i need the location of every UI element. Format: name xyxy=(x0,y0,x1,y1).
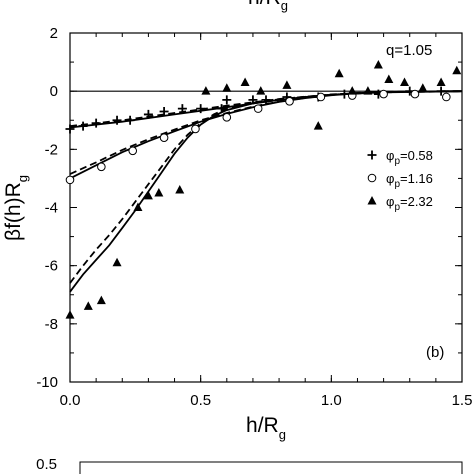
legend: φp=0.58 φp=1.16 φp=2.32 xyxy=(367,148,433,213)
point-phi-2-32 xyxy=(384,74,394,84)
point-phi-2-32 xyxy=(222,83,232,92)
point-phi-2-32 xyxy=(175,185,185,194)
point-phi-1-16 xyxy=(379,89,388,99)
point-phi-2-32 xyxy=(112,257,122,267)
point-phi-0-58 xyxy=(143,109,153,119)
point-phi-2-32 xyxy=(313,121,323,130)
lower-panel: 0.5 xyxy=(36,456,463,474)
model-curves xyxy=(69,90,463,293)
y-tick-label: 2 xyxy=(50,25,58,42)
dashed-model-curve xyxy=(69,90,463,175)
point-phi-2-32 xyxy=(133,202,143,211)
point-phi-2-32 xyxy=(96,295,106,305)
solid-model-curve xyxy=(69,90,463,293)
point-phi-0-58 xyxy=(78,121,88,131)
point-phi-2-32 xyxy=(418,83,428,92)
point-phi-2-32 xyxy=(240,77,250,86)
legend-marker-0 xyxy=(367,150,377,160)
point-phi-1-16 xyxy=(191,124,200,134)
point-phi-2-32 xyxy=(256,86,266,95)
y-tick-label: -2 xyxy=(45,141,58,158)
dashed-model-curve xyxy=(69,90,463,284)
q-annotation: q=1.05 xyxy=(386,42,432,59)
point-phi-0-58 xyxy=(261,95,271,105)
legend-marker-1 xyxy=(367,173,377,183)
point-phi-0-58 xyxy=(159,107,169,117)
legend-label-2: φp=2.32 xyxy=(386,194,433,213)
point-phi-0-58 xyxy=(248,95,258,105)
point-phi-1-16 xyxy=(128,146,138,156)
point-phi-0-58 xyxy=(177,104,187,114)
y-axis-label: βf(h)Rg xyxy=(2,175,30,241)
x-axis-label: h/Rg xyxy=(246,414,286,442)
x-tick-label: 0.0 xyxy=(60,392,81,409)
point-phi-2-32 xyxy=(452,65,462,75)
point-phi-0-58 xyxy=(436,86,446,96)
point-phi-1-16 xyxy=(285,97,294,106)
point-phi-0-58 xyxy=(65,124,75,134)
data-points xyxy=(65,59,462,319)
lower-panel-frame xyxy=(79,461,463,474)
point-phi-0-58 xyxy=(217,104,227,114)
point-phi-2-32 xyxy=(83,301,93,310)
point-phi-2-32 xyxy=(373,59,383,69)
point-phi-2-32 xyxy=(201,86,211,95)
point-phi-0-58 xyxy=(339,89,349,99)
point-phi-2-32 xyxy=(282,80,292,89)
y-tick-label: 0 xyxy=(50,83,58,100)
point-phi-1-16 xyxy=(97,162,106,172)
point-phi-1-16 xyxy=(65,175,75,185)
x-tick-label: 1.5 xyxy=(452,392,473,409)
x-tick-label: 1.0 xyxy=(321,392,342,409)
y-tick-label: -10 xyxy=(36,374,58,391)
y-tick-label: -6 xyxy=(45,258,58,275)
point-phi-1-16 xyxy=(159,133,169,142)
point-phi-2-32 xyxy=(154,187,164,197)
top-panel-axis-label: h/Rg xyxy=(248,0,288,13)
y-tick-label: -8 xyxy=(45,316,58,333)
point-phi-1-16 xyxy=(442,92,451,102)
point-phi-2-32 xyxy=(400,77,410,86)
x-tick-labels: 0.0 0.5 1.0 1.5 xyxy=(60,392,473,409)
point-phi-2-32 xyxy=(363,86,373,95)
legend-label-1: φp=1.16 xyxy=(386,171,433,190)
panel-label: (b) xyxy=(426,344,444,361)
lower-panel-y-tick: 0.5 xyxy=(36,456,57,473)
point-phi-1-16 xyxy=(316,92,326,102)
point-phi-2-32 xyxy=(334,68,344,78)
x-tick-label: 0.5 xyxy=(190,392,211,409)
point-phi-0-58 xyxy=(91,118,101,128)
axis-ticks xyxy=(69,32,463,383)
point-phi-2-32 xyxy=(65,310,75,319)
legend-marker-2 xyxy=(367,196,377,205)
point-phi-2-32 xyxy=(347,86,357,95)
point-phi-1-16 xyxy=(410,89,420,99)
y-tick-labels: 2 0 -2 -4 -6 -8 -10 xyxy=(36,25,58,391)
point-phi-2-32 xyxy=(143,190,153,200)
y-tick-label: -4 xyxy=(45,200,58,217)
point-phi-0-58 xyxy=(125,115,135,125)
point-phi-2-32 xyxy=(436,77,446,86)
point-phi-0-58 xyxy=(112,115,122,125)
point-phi-0-58 xyxy=(196,104,206,114)
point-phi-1-16 xyxy=(253,104,263,113)
point-phi-0-58 xyxy=(222,95,232,105)
legend-label-0: φp=0.58 xyxy=(386,148,433,167)
point-phi-1-16 xyxy=(222,113,232,122)
legend-markers xyxy=(367,150,377,205)
